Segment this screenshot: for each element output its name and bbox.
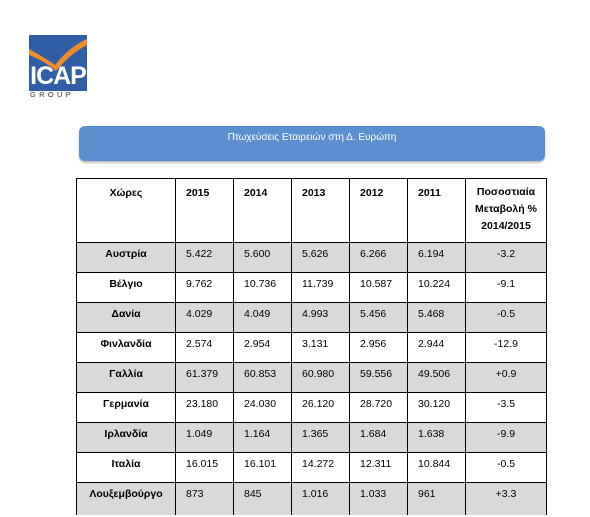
value-cell-2011: 6.194 — [407, 242, 466, 273]
table-row: Λουξεμβούργο 873 845 1.016 1.033 961 +3.3 — [76, 482, 547, 515]
value-cell-2012: 10.587 — [349, 272, 408, 303]
percent-change-cell: -0.5 — [465, 302, 547, 333]
country-cell: Ιταλία — [76, 452, 176, 483]
value-cell-2012: 5.456 — [349, 302, 408, 333]
value-cell-2014: 2.954 — [233, 332, 292, 363]
value-cell-2015: 4.029 — [175, 302, 234, 333]
value-cell-2013: 1.016 — [291, 482, 350, 515]
value-cell-2014: 16.101 — [233, 452, 292, 483]
value-cell-2014: 60.853 — [233, 362, 292, 393]
value-cell-2011: 49.506 — [407, 362, 466, 393]
bankruptcy-table: Χώρες 2015 2014 2013 2012 2011 Ποσοστιαί… — [76, 178, 547, 515]
percent-change-cell: +0.9 — [465, 362, 547, 393]
value-cell-2013: 4.993 — [291, 302, 350, 333]
logo-swoosh-icon — [29, 39, 87, 71]
value-cell-2011: 10.844 — [407, 452, 466, 483]
value-cell-2013: 11.739 — [291, 272, 350, 303]
header-percent-change: Ποσοστιαία Μεταβολή % 2014/2015 — [465, 178, 547, 243]
table-row: Αυστρία 5.422 5.600 5.626 6.266 6.194 -3.2 — [76, 242, 547, 273]
value-cell-2014: 5.600 — [233, 242, 292, 273]
value-cell-2012: 1.684 — [349, 422, 408, 453]
table-row: Φινλανδία 2.574 2.954 3.131 2.956 2.944 -12.9 — [76, 332, 547, 363]
value-cell-2013: 60.980 — [291, 362, 350, 393]
value-cell-2015: 2.574 — [175, 332, 234, 363]
header-countries: Χώρες — [76, 178, 176, 243]
icap-logo: ICAP GROUP — [29, 35, 87, 99]
country-cell: Λουξεμβούργο — [76, 482, 176, 515]
country-cell: Γαλλία — [76, 362, 176, 393]
value-cell-2013: 26.120 — [291, 392, 350, 423]
percent-change-cell: -9.9 — [465, 422, 547, 453]
value-cell-2014: 24.030 — [233, 392, 292, 423]
value-cell-2015: 16.015 — [175, 452, 234, 483]
logo-text: ICAP — [30, 62, 87, 90]
table-header-row: Χώρες 2015 2014 2013 2012 2011 Ποσοστιαί… — [76, 178, 547, 243]
value-cell-2012: 1.033 — [349, 482, 408, 515]
country-cell: Γερμανία — [76, 392, 176, 423]
country-cell: Αυστρία — [76, 242, 176, 273]
value-cell-2013: 3.131 — [291, 332, 350, 363]
value-cell-2013: 1.365 — [291, 422, 350, 453]
percent-change-cell: -0.5 — [465, 452, 547, 483]
country-cell: Δανία — [76, 302, 176, 333]
country-cell: Ιρλανδία — [76, 422, 176, 453]
value-cell-2011: 10.224 — [407, 272, 466, 303]
value-cell-2015: 9.762 — [175, 272, 234, 303]
header-2013: 2013 — [291, 178, 350, 243]
table-row: Ιταλία 16.015 16.101 14.272 12.311 10.844 -0.5 — [76, 452, 547, 483]
value-cell-2015: 5.422 — [175, 242, 234, 273]
value-cell-2015: 23.180 — [175, 392, 234, 423]
percent-change-cell: +3.3 — [465, 482, 547, 515]
value-cell-2011: 961 — [407, 482, 466, 515]
logo-mark: ICAP — [29, 35, 87, 91]
table-row: Γερμανία 23.180 24.030 26.120 28.720 30.120 -3… — [76, 392, 547, 423]
percent-change-cell: -3.2 — [465, 242, 547, 273]
value-cell-2015: 873 — [175, 482, 234, 515]
value-cell-2015: 1.049 — [175, 422, 234, 453]
value-cell-2012: 6.266 — [349, 242, 408, 273]
country-cell: Βέλγιο — [76, 272, 176, 303]
country-cell: Φινλανδία — [76, 332, 176, 363]
value-cell-2011: 2.944 — [407, 332, 466, 363]
value-cell-2014: 10.736 — [233, 272, 292, 303]
value-cell-2011: 30.120 — [407, 392, 466, 423]
banner-title: Πτωχεύσεις Εταιρειών στη Δ. Ευρώπη — [227, 132, 397, 143]
percent-change-cell: -12.9 — [465, 332, 547, 363]
header-2011: 2011 — [407, 178, 466, 243]
value-cell-2012: 59.556 — [349, 362, 408, 393]
table-row: Γαλλία 61.379 60.853 60.980 59.556 49.506 +0.9 — [76, 362, 547, 393]
value-cell-2013: 14.272 — [291, 452, 350, 483]
header-2014: 2014 — [233, 178, 292, 243]
title-banner: Πτωχεύσεις Εταιρειών στη Δ. Ευρώπη — [79, 126, 545, 161]
value-cell-2014: 4.049 — [233, 302, 292, 333]
value-cell-2015: 61.379 — [175, 362, 234, 393]
percent-change-cell: -3.5 — [465, 392, 547, 423]
table-row: Βέλγιο 9.762 10.736 11.739 10.587 10.224 -9.1 — [76, 272, 547, 303]
value-cell-2012: 2.956 — [349, 332, 408, 363]
value-cell-2011: 5.468 — [407, 302, 466, 333]
value-cell-2014: 845 — [233, 482, 292, 515]
percent-change-cell: -9.1 — [465, 272, 547, 303]
value-cell-2011: 1.638 — [407, 422, 466, 453]
table-row: Δανία 4.029 4.049 4.993 5.456 5.468 -0.5 — [76, 302, 547, 333]
header-2015: 2015 — [175, 178, 234, 243]
header-2012: 2012 — [349, 178, 408, 243]
value-cell-2014: 1.164 — [233, 422, 292, 453]
value-cell-2013: 5.626 — [291, 242, 350, 273]
value-cell-2012: 28.720 — [349, 392, 408, 423]
value-cell-2012: 12.311 — [349, 452, 408, 483]
table-row: Ιρλανδία 1.049 1.164 1.365 1.684 1.638 -9.9 — [76, 422, 547, 453]
logo-subtext: GROUP — [30, 90, 75, 99]
